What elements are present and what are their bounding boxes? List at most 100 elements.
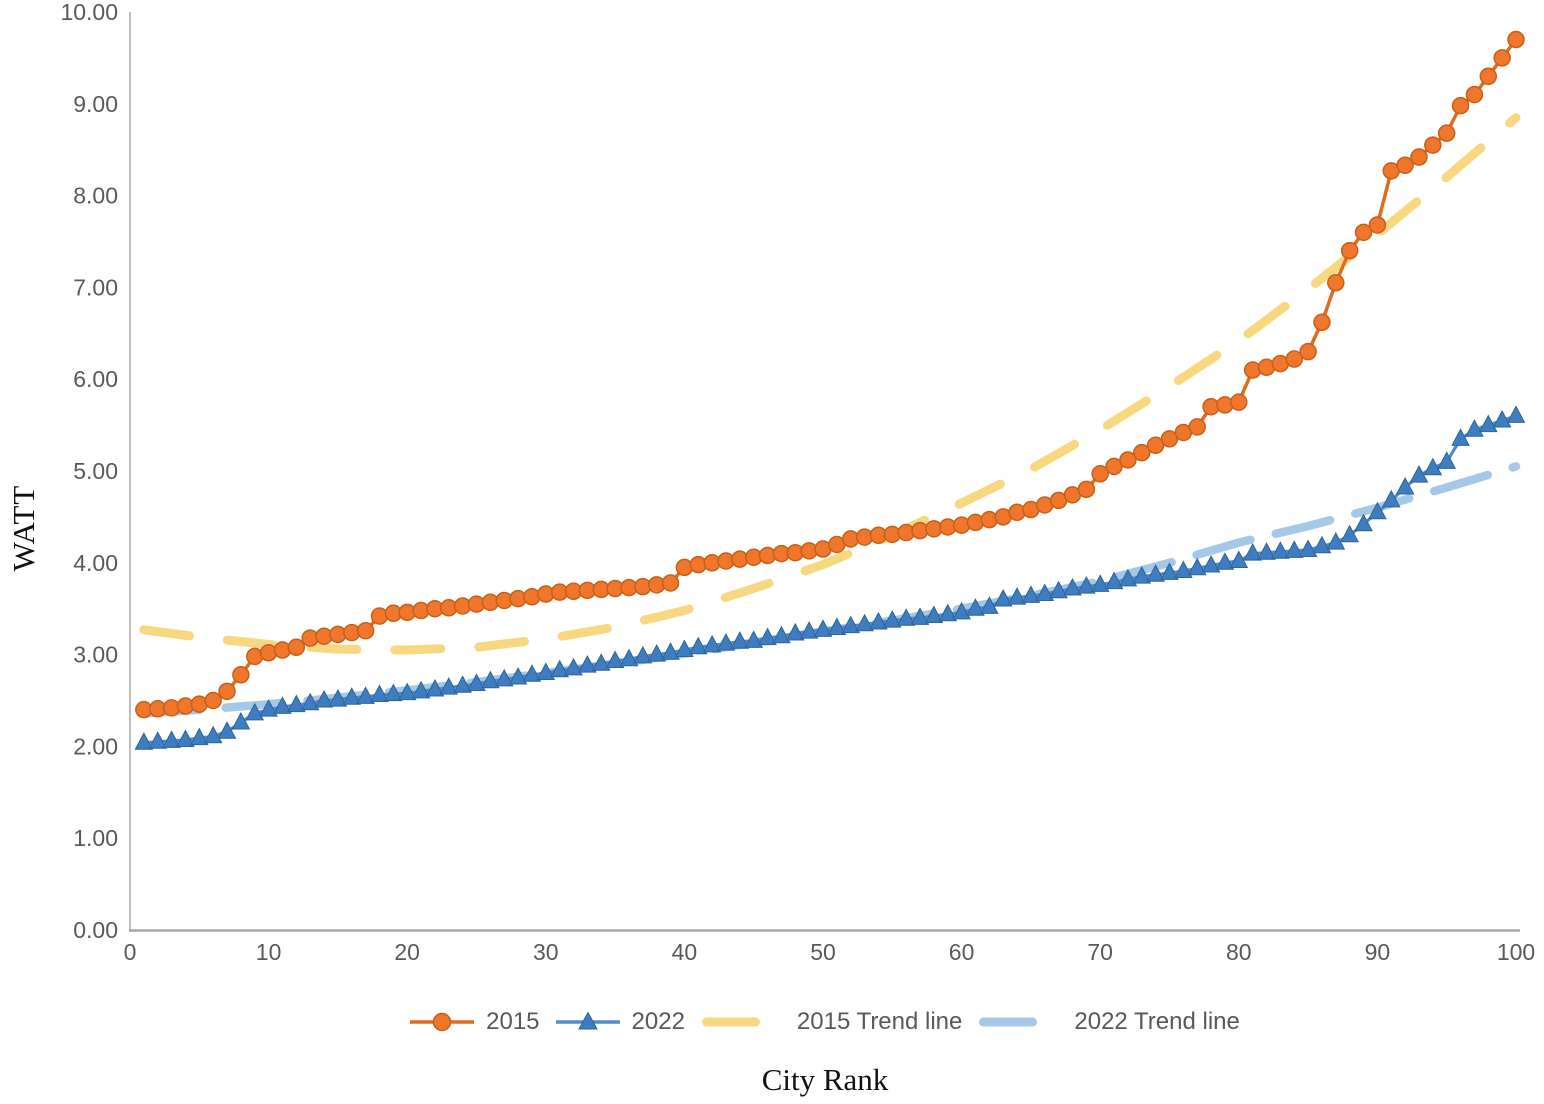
data-point-2022 — [411, 680, 431, 699]
data-point-2022 — [1465, 419, 1484, 437]
data-point-2022 — [979, 596, 999, 614]
y-tick-label: 3.00 — [73, 642, 118, 668]
x-tick-label: 100 — [1497, 939, 1535, 965]
data-point-2022 — [1312, 535, 1332, 554]
series-markers-2022 — [134, 405, 1526, 750]
data-point-2022 — [245, 702, 265, 721]
data-point-2022 — [397, 682, 417, 701]
data-point-2022 — [231, 711, 251, 730]
data-point-2022 — [1492, 409, 1512, 428]
data-point-2022 — [481, 670, 500, 689]
data-point-2022 — [1423, 457, 1443, 476]
y-tick-label: 10.00 — [60, 0, 118, 25]
y-tick-label: 5.00 — [73, 458, 118, 484]
data-point-2022 — [1298, 539, 1318, 557]
data-point-2022 — [702, 634, 722, 653]
data-point-2015 — [204, 691, 222, 710]
data-point-2022 — [328, 689, 348, 707]
data-point-2022 — [1354, 513, 1373, 532]
data-point-2015 — [287, 638, 306, 657]
data-point-2015 — [1368, 216, 1387, 234]
data-point-2015 — [1424, 136, 1442, 154]
data-point-2022 — [1506, 405, 1526, 423]
legend-label-2015-trend: 2015 Trend line — [796, 1008, 963, 1035]
data-point-2022 — [799, 621, 819, 639]
data-point-2022 — [841, 615, 861, 634]
data-point-2022 — [688, 636, 708, 655]
data-point-2022 — [1132, 566, 1152, 584]
data-point-2022 — [619, 648, 639, 667]
data-point-2022 — [1021, 585, 1041, 603]
data-point-2022 — [605, 650, 625, 669]
data-point-2022 — [494, 668, 514, 687]
data-point-2022 — [1077, 576, 1096, 594]
data-point-2022 — [785, 622, 805, 641]
data-point-2022 — [356, 686, 375, 704]
x-tick-label: 50 — [810, 939, 836, 965]
data-point-2022 — [938, 603, 958, 622]
data-point-2022 — [1257, 542, 1276, 560]
x-tick-label: 10 — [256, 939, 282, 965]
y-tick-label: 4.00 — [73, 550, 118, 576]
data-point-2022 — [1284, 540, 1304, 558]
data-point-2022 — [1174, 560, 1193, 579]
data-point-2015 — [1077, 480, 1096, 499]
trend-line-2015 — [139, 113, 1521, 655]
data-point-2015 — [218, 682, 236, 701]
data-point-2022 — [453, 675, 472, 693]
data-point-2022 — [1201, 554, 1221, 573]
data-point-2015 — [232, 666, 250, 684]
legend-item-2022: 2022 — [555, 1008, 685, 1036]
legend-item-2015-trend: 2015 Trend line — [701, 1008, 962, 1036]
y-tick-label: 7.00 — [73, 274, 118, 300]
data-point-2015 — [661, 574, 680, 592]
data-point-2022 — [1104, 571, 1124, 590]
data-point-2022 — [730, 631, 750, 649]
x-tick-label: 90 — [1365, 939, 1391, 965]
legend-label-2022: 2022 — [631, 1008, 685, 1035]
data-point-2022 — [314, 689, 334, 708]
data-point-2022 — [578, 655, 597, 673]
data-point-2022 — [772, 625, 791, 644]
data-point-2015 — [1285, 350, 1303, 368]
data-point-2022 — [1187, 557, 1207, 576]
data-point-2015 — [1410, 148, 1428, 166]
data-point-2015 — [1313, 313, 1331, 332]
data-point-2022 — [924, 605, 944, 624]
data-point-2022 — [1368, 501, 1387, 520]
data-point-2022 — [1243, 543, 1262, 561]
data-point-2022 — [1049, 580, 1068, 599]
data-point-2015 — [1119, 451, 1137, 469]
y-tick-label: 0.00 — [73, 917, 118, 943]
legend-label-2022-trend: 2022 Trend line — [1074, 1008, 1240, 1035]
trend-line-2022 — [139, 462, 1521, 718]
data-point-2022 — [896, 608, 916, 626]
data-point-2022 — [342, 687, 362, 705]
data-point-2022 — [1340, 524, 1360, 543]
data-point-2022 — [633, 645, 653, 664]
y-axis-title: WATT — [6, 484, 41, 572]
data-point-2022 — [564, 657, 583, 676]
data-point-2015 — [1188, 418, 1206, 436]
data-point-2022 — [467, 673, 486, 691]
y-tick-label: 6.00 — [73, 366, 118, 392]
data-point-2022 — [647, 644, 667, 662]
y-tick-label: 2.00 — [73, 733, 118, 759]
legend-marker-2015-trend-dash-icon — [701, 1017, 760, 1027]
x-tick-label: 40 — [672, 939, 698, 965]
data-point-2022 — [439, 677, 459, 695]
data-point-2022 — [1409, 465, 1429, 483]
series-line-2022 — [143, 414, 1517, 745]
data-point-2022 — [993, 588, 1013, 607]
data-point-2015 — [1327, 274, 1345, 292]
data-point-2015 — [1493, 49, 1511, 67]
legend-item-2015: 2015 — [410, 1008, 540, 1036]
data-point-2022 — [148, 731, 168, 749]
data-point-2022 — [1118, 568, 1138, 587]
data-point-2022 — [827, 617, 847, 635]
x-tick-label: 80 — [1226, 939, 1252, 965]
legend-item-2022-trend: 2022 Trend line — [978, 1008, 1240, 1036]
legend-marker-2022-trend-dash-icon — [979, 1017, 1038, 1027]
